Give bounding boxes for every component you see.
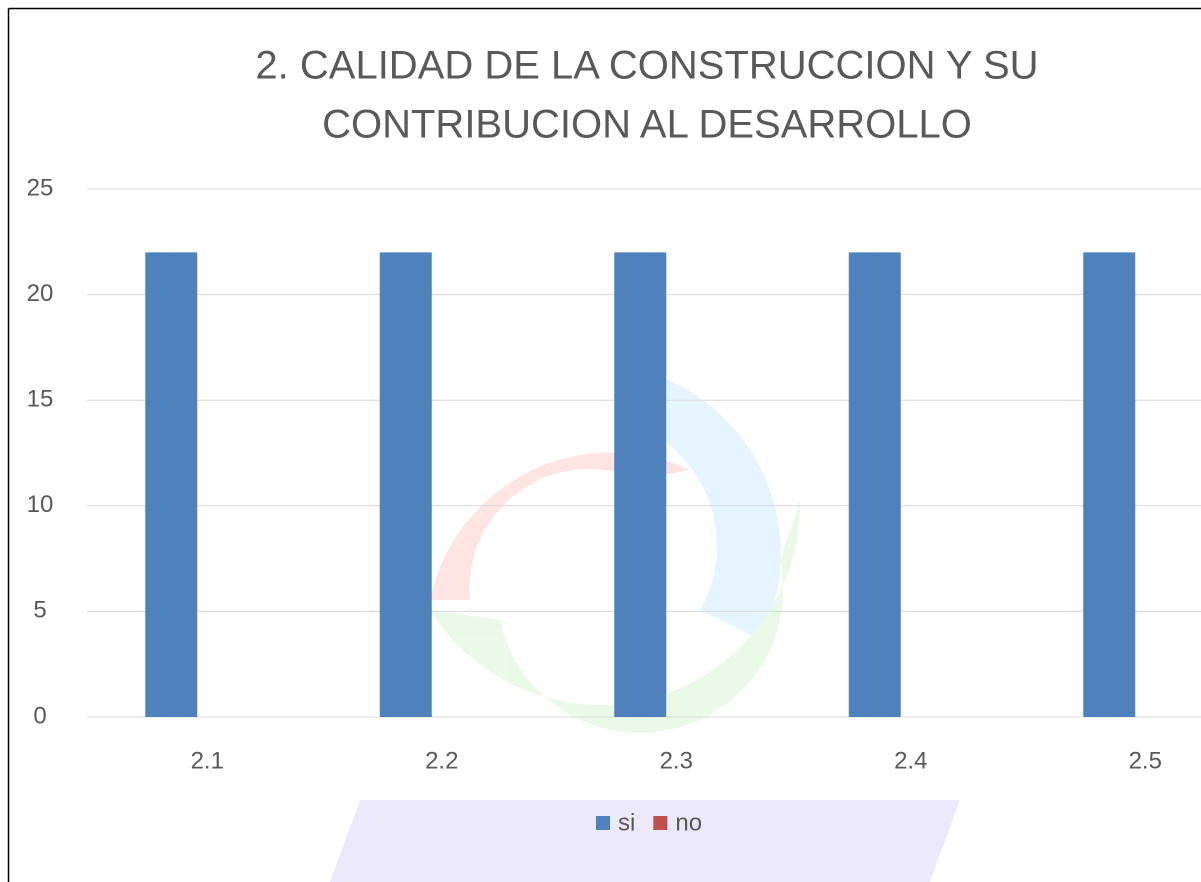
chart-title: CONTRIBUCION AL DESARROLLO (322, 103, 972, 147)
bar (145, 252, 198, 718)
x-tick-label: 2.1 (191, 747, 224, 774)
watermark-arc (430, 500, 801, 734)
bar (614, 252, 667, 718)
legend-label: no (675, 809, 702, 836)
bar (1083, 252, 1136, 718)
bar (848, 252, 901, 718)
watermark-letters (330, 800, 960, 882)
y-tick-label: 10 (27, 491, 54, 518)
y-tick-label: 0 (33, 702, 46, 729)
x-tick-label: 2.2 (425, 747, 458, 774)
x-tick-label: 2.5 (1129, 747, 1162, 774)
legend-swatch (653, 816, 668, 830)
x-tick-label: 2.3 (660, 747, 693, 774)
legend-label: si (618, 809, 635, 836)
chart-title: 2. CALIDAD DE LA CONSTRUCCION Y SU (255, 44, 1038, 88)
legend-swatch (596, 816, 610, 830)
y-tick-label: 25 (27, 174, 54, 201)
y-tick-label: 20 (27, 280, 54, 307)
y-tick-label: 15 (27, 386, 54, 413)
x-tick-label: 2.4 (894, 747, 927, 774)
bar (379, 252, 432, 718)
y-tick-label: 5 (33, 597, 46, 624)
